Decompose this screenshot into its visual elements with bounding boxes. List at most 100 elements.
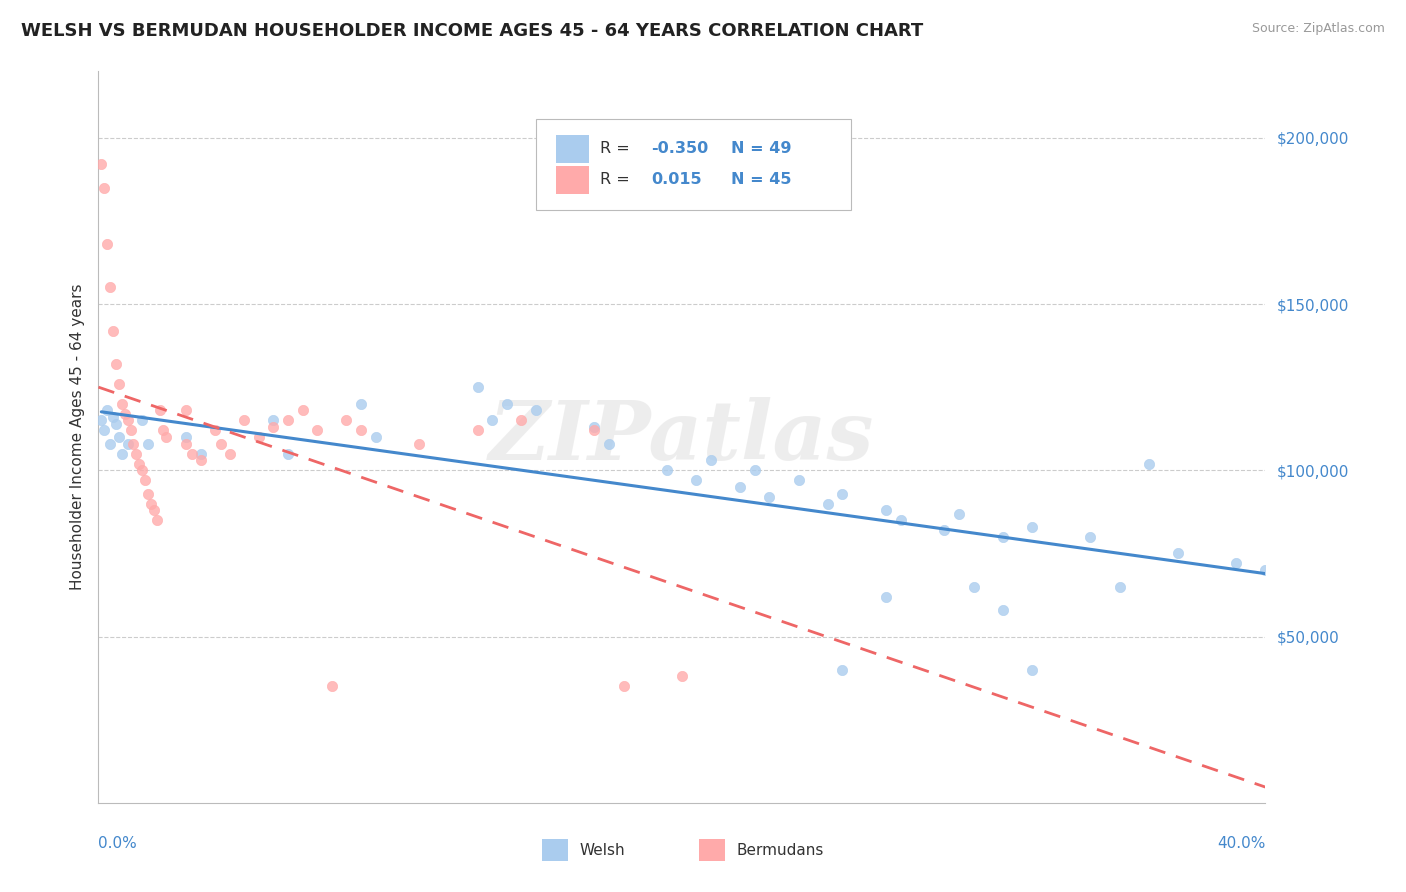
Point xyxy=(247,430,270,444)
Point xyxy=(307,424,329,438)
Text: Welsh: Welsh xyxy=(579,843,624,858)
Point xyxy=(174,430,197,444)
Point xyxy=(117,413,139,427)
Point xyxy=(139,497,162,511)
Text: N = 45: N = 45 xyxy=(731,172,792,187)
Point xyxy=(174,403,197,417)
Point xyxy=(233,413,256,427)
Point xyxy=(1225,557,1247,571)
Point xyxy=(98,280,121,294)
Point xyxy=(204,424,226,438)
Point xyxy=(730,480,752,494)
Point xyxy=(962,580,984,594)
Text: ZIPatlas: ZIPatlas xyxy=(489,397,875,477)
Point xyxy=(685,473,707,487)
Point xyxy=(408,436,430,450)
Point xyxy=(321,680,343,694)
Point xyxy=(1108,580,1130,594)
Point xyxy=(125,447,148,461)
Point xyxy=(262,413,284,427)
Point xyxy=(1080,530,1102,544)
Point xyxy=(146,513,169,527)
Point xyxy=(583,424,606,438)
Point xyxy=(934,523,956,537)
Point xyxy=(96,403,118,417)
Point xyxy=(149,403,172,417)
Point xyxy=(136,436,159,450)
Point xyxy=(1137,457,1160,471)
Point xyxy=(277,413,299,427)
Point xyxy=(142,503,165,517)
Point xyxy=(155,430,177,444)
Text: N = 49: N = 49 xyxy=(731,142,792,156)
Point xyxy=(152,424,174,438)
FancyBboxPatch shape xyxy=(555,166,589,194)
Point xyxy=(108,376,131,391)
Point xyxy=(180,447,202,461)
Text: -0.350: -0.350 xyxy=(651,142,709,156)
Point xyxy=(510,413,533,427)
Point xyxy=(98,436,121,450)
Point xyxy=(291,403,314,417)
Point xyxy=(209,436,232,450)
Text: R =: R = xyxy=(600,142,636,156)
Point xyxy=(108,430,131,444)
Point xyxy=(875,503,897,517)
FancyBboxPatch shape xyxy=(541,839,568,862)
Text: 0.015: 0.015 xyxy=(651,172,702,187)
Text: Source: ZipAtlas.com: Source: ZipAtlas.com xyxy=(1251,22,1385,36)
Point xyxy=(948,507,970,521)
Point xyxy=(104,417,127,431)
Point xyxy=(467,380,489,394)
Point xyxy=(350,397,373,411)
Point xyxy=(122,436,145,450)
Point xyxy=(104,357,127,371)
Point xyxy=(700,453,723,467)
Point xyxy=(817,497,839,511)
FancyBboxPatch shape xyxy=(536,119,851,211)
Text: 0.0%: 0.0% xyxy=(98,836,138,851)
Point xyxy=(117,436,139,450)
Point xyxy=(262,420,284,434)
Y-axis label: Householder Income Ages 45 - 64 years: Householder Income Ages 45 - 64 years xyxy=(69,284,84,591)
Point xyxy=(1167,546,1189,560)
Point xyxy=(467,424,489,438)
Point xyxy=(831,486,853,500)
Point xyxy=(991,603,1014,617)
Point xyxy=(277,447,299,461)
Point xyxy=(93,424,115,438)
Point xyxy=(890,513,912,527)
Point xyxy=(96,237,118,252)
Point xyxy=(101,324,124,338)
Point xyxy=(90,157,112,171)
Point xyxy=(218,447,240,461)
Point xyxy=(120,424,142,438)
Point xyxy=(1254,563,1277,577)
FancyBboxPatch shape xyxy=(555,135,589,163)
Point xyxy=(93,180,115,194)
Point xyxy=(583,420,606,434)
Point xyxy=(335,413,357,427)
Point xyxy=(111,397,134,411)
Point xyxy=(657,463,679,477)
Text: Bermudans: Bermudans xyxy=(737,843,824,858)
Point xyxy=(101,410,124,425)
FancyBboxPatch shape xyxy=(699,839,725,862)
Point xyxy=(114,407,136,421)
Point xyxy=(991,530,1014,544)
Point xyxy=(758,490,780,504)
Point xyxy=(744,463,766,477)
Point xyxy=(174,436,197,450)
Point xyxy=(190,447,212,461)
Point xyxy=(131,413,153,427)
Point xyxy=(612,680,634,694)
Text: R =: R = xyxy=(600,172,636,187)
Point xyxy=(831,663,853,677)
Point xyxy=(787,473,810,487)
Point xyxy=(190,453,212,467)
Point xyxy=(671,669,693,683)
Point xyxy=(1021,663,1043,677)
Point xyxy=(496,397,519,411)
Point xyxy=(875,590,897,604)
Point xyxy=(111,447,134,461)
